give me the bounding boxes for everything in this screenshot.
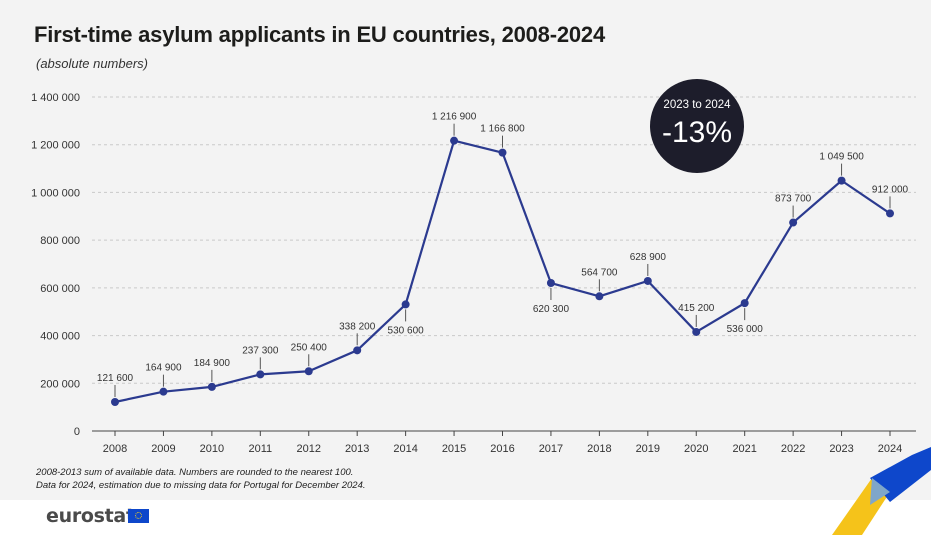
y-tick-label: 1 200 000	[31, 140, 80, 152]
eurostat-logo: eurostat	[46, 505, 135, 527]
x-tick-label: 2020	[684, 443, 708, 455]
grid-lines	[92, 96, 916, 432]
x-tick-label: 2023	[829, 443, 853, 455]
line-chart: 0 200 000 400 000 600 000 800 000 1 000 000 1 …	[31, 79, 916, 455]
data-point	[740, 299, 749, 308]
series-line	[111, 136, 894, 406]
data-label: 873 700	[775, 194, 812, 205]
y-tick-label: 1 400 000	[31, 92, 80, 104]
footnote-1: 2008-2013 sum of available data. Numbers…	[36, 467, 354, 478]
chart-title: First-time asylum applicants in EU count…	[34, 22, 605, 47]
data-label: 121 600	[97, 373, 134, 384]
x-tick-label: 2019	[636, 443, 660, 455]
eu-flag-icon	[128, 509, 149, 523]
data-label: 164 900	[145, 363, 182, 374]
data-label: 536 000	[727, 324, 764, 335]
data-point	[304, 367, 313, 376]
x-tick-label: 2021	[732, 443, 756, 455]
y-tick-labels: 0 200 000 400 000 600 000 800 000 1 000 000 1 …	[31, 92, 80, 438]
y-tick-label: 400 000	[40, 331, 80, 343]
data-label: 564 700	[581, 267, 618, 278]
data-label: 338 200	[339, 321, 376, 332]
badge-circle	[650, 79, 744, 173]
data-point	[643, 276, 652, 285]
data-point	[595, 292, 604, 301]
y-tick-label: 0	[74, 426, 80, 438]
y-tick-label: 200 000	[40, 378, 80, 390]
x-tick-label: 2014	[393, 443, 417, 455]
x-tick-label: 2018	[587, 443, 611, 455]
badge-change: -13%	[662, 116, 732, 149]
data-label: 184 900	[194, 358, 231, 369]
data-label: 1 166 800	[480, 124, 525, 135]
data-point	[498, 148, 507, 157]
change-badge: 2023 to 2024 -13%	[650, 79, 744, 173]
x-tick-label: 2024	[878, 443, 902, 455]
data-point	[837, 176, 846, 185]
x-tick-label: 2022	[781, 443, 805, 455]
footnotes: 2008-2013 sum of available data. Numbers…	[36, 466, 366, 492]
footnote-2: Data for 2024, estimation due to missing…	[36, 480, 366, 491]
chart-subtitle: (absolute numbers)	[36, 56, 148, 71]
y-tick-label: 1 000 000	[31, 187, 80, 199]
data-label: 1 049 500	[819, 152, 864, 163]
x-tick-label: 2010	[200, 443, 224, 455]
data-label: 912 000	[872, 184, 909, 195]
data-label: 628 900	[630, 252, 667, 263]
data-point	[353, 346, 362, 355]
data-label: 237 300	[242, 345, 279, 356]
data-point	[159, 387, 168, 396]
data-point	[546, 279, 555, 288]
data-point	[207, 382, 216, 391]
x-tick-label: 2008	[103, 443, 127, 455]
x-tick-label: 2016	[490, 443, 514, 455]
x-tick-label: 2017	[539, 443, 563, 455]
series-polyline	[114, 139, 891, 404]
y-tick-label: 800 000	[40, 235, 80, 247]
data-label: 1 216 900	[432, 112, 477, 123]
x-tick-label: 2013	[345, 443, 369, 455]
data-point	[886, 209, 894, 218]
data-point	[401, 300, 410, 309]
x-tick-label: 2015	[442, 443, 466, 455]
data-label: 530 600	[388, 325, 425, 336]
data-labels: 121 600 164 900 184 900 237 300 250 400 338 2…	[97, 112, 909, 397]
x-tick-label: 2009	[151, 443, 175, 455]
y-tick-label: 600 000	[40, 283, 80, 295]
data-point	[256, 370, 265, 379]
data-label: 620 300	[533, 304, 570, 315]
badge-period: 2023 to 2024	[663, 99, 731, 111]
data-label: 415 200	[678, 303, 715, 314]
data-point	[789, 218, 798, 227]
data-label: 250 400	[291, 342, 328, 353]
data-point	[111, 397, 119, 406]
data-point	[692, 327, 701, 336]
x-tick-labels: 2008 2009 2010 2011 2012 2013 2014 2015 2016 2017…	[103, 431, 902, 455]
data-point	[450, 136, 459, 145]
x-tick-label: 2012	[297, 443, 321, 455]
x-tick-label: 2011	[248, 443, 272, 455]
